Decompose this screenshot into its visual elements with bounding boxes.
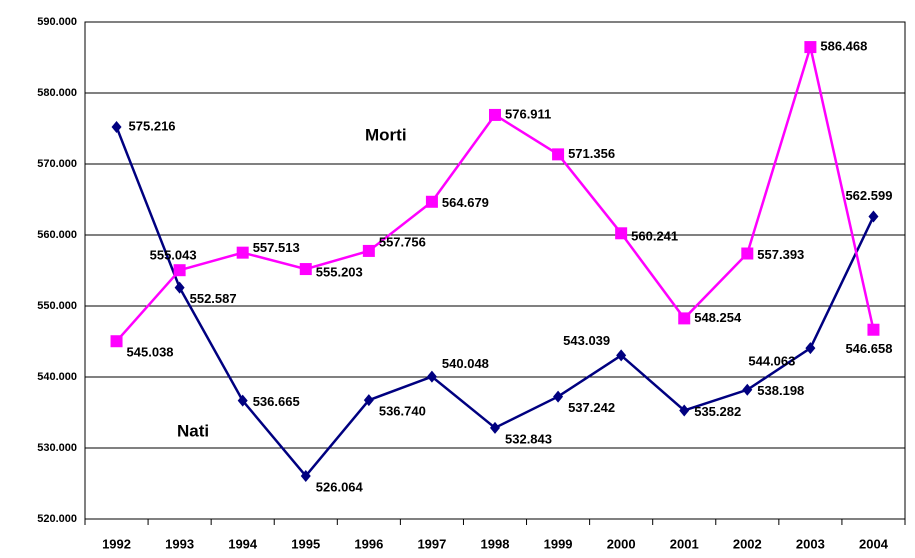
marker — [616, 349, 627, 362]
data-label: 571.356 — [568, 146, 615, 161]
data-label: 548.254 — [694, 310, 742, 325]
marker — [237, 394, 248, 407]
data-label: 552.587 — [190, 291, 237, 306]
x-tick-label: 1996 — [354, 536, 383, 551]
data-label: 526.064 — [316, 479, 364, 494]
data-label: 536.740 — [379, 404, 426, 419]
x-tick-label: 1999 — [544, 536, 573, 551]
marker — [615, 227, 628, 240]
data-label: 557.393 — [757, 247, 804, 262]
data-label: 555.043 — [150, 248, 197, 263]
marker — [805, 342, 816, 355]
data-label: 557.513 — [253, 240, 300, 255]
data-label: 557.756 — [379, 234, 426, 249]
marker — [678, 312, 691, 325]
series-annotation: Nati — [177, 421, 209, 440]
x-tick-label: 1998 — [481, 536, 510, 551]
x-tick-label: 2000 — [607, 536, 636, 551]
data-label: 586.468 — [820, 39, 867, 54]
data-label: 540.048 — [442, 356, 489, 371]
x-tick-label: 1994 — [228, 536, 258, 551]
data-label: 546.658 — [845, 341, 892, 356]
marker — [173, 264, 186, 277]
marker — [804, 41, 817, 54]
y-tick-label: 570.000 — [37, 158, 77, 170]
x-tick-label: 1992 — [102, 536, 131, 551]
series-annotation: Morti — [365, 125, 407, 144]
y-tick-label: 580.000 — [37, 87, 77, 99]
data-label: 560.241 — [631, 229, 678, 244]
data-label: 543.039 — [563, 333, 610, 348]
marker — [679, 404, 690, 417]
marker — [425, 195, 438, 208]
y-tick-label: 520.000 — [37, 513, 77, 525]
data-label: 555.203 — [316, 264, 363, 279]
marker — [868, 210, 879, 223]
data-label: 536.665 — [253, 394, 300, 409]
marker — [489, 108, 501, 121]
marker — [867, 323, 880, 336]
marker — [490, 421, 500, 434]
marker — [111, 120, 122, 133]
data-label: 562.599 — [845, 188, 892, 203]
marker — [299, 263, 312, 276]
data-label: 544.063 — [748, 354, 795, 369]
y-tick-label: 560.000 — [37, 229, 77, 241]
plot-border — [84, 21, 906, 520]
x-tick-label: 2003 — [796, 536, 825, 551]
data-label: 532.843 — [505, 431, 552, 446]
data-label: 576.911 — [505, 106, 551, 121]
y-tick-label: 540.000 — [37, 371, 77, 383]
y-tick-label: 530.000 — [37, 442, 77, 454]
x-tick-label: 2004 — [859, 536, 889, 551]
marker — [741, 247, 754, 260]
marker — [363, 394, 374, 407]
data-label: 538.198 — [757, 383, 804, 398]
marker — [110, 335, 123, 348]
marker — [362, 244, 375, 257]
x-tick-label: 2002 — [733, 536, 762, 551]
data-label: 564.679 — [442, 195, 489, 210]
marker — [236, 246, 249, 259]
data-label: 535.282 — [694, 404, 741, 419]
x-tick-label: 1997 — [417, 536, 446, 551]
marker — [300, 469, 311, 482]
data-label: 537.242 — [568, 400, 615, 415]
data-label: 545.038 — [127, 345, 174, 360]
marker — [426, 370, 437, 383]
marker — [553, 390, 564, 403]
x-tick-label: 1993 — [165, 536, 194, 551]
data-label: 575.216 — [129, 118, 176, 133]
y-tick-label: 590.000 — [37, 16, 77, 28]
marker — [552, 148, 565, 161]
marker — [742, 383, 753, 396]
y-tick-label: 550.000 — [37, 300, 77, 312]
x-tick-label: 2001 — [670, 536, 699, 551]
x-tick-label: 1995 — [291, 536, 320, 551]
marker — [174, 281, 185, 294]
